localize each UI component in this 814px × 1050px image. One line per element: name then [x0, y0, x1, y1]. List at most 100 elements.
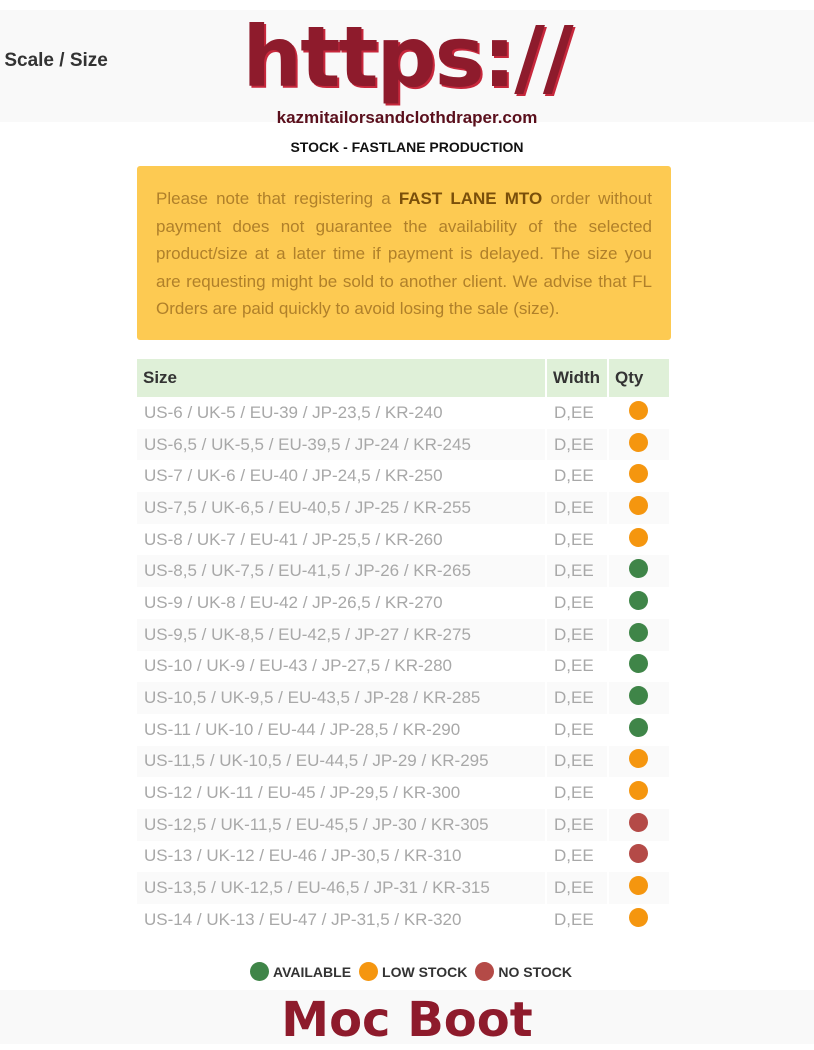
width-cell: D,EE	[546, 650, 609, 683]
width-cell: D,EE	[546, 777, 609, 809]
size-cell: US-12,5 / UK-11,5 / EU-45,5 / JP-30 / KR…	[137, 808, 547, 841]
qty-cell	[608, 428, 671, 461]
legend-dot	[250, 962, 269, 982]
qty-cell	[608, 492, 671, 524]
table-row: US-14 / UK-13 / EU-47 / JP-31,5 / KR-320…	[137, 904, 671, 936]
table-row: US-11 / UK-10 / EU-44 / JP-28,5 / KR-290…	[137, 713, 671, 746]
qty-cell	[608, 872, 671, 904]
size-cell: US-9,5 / UK-8,5 / EU-42,5 / JP-27 / KR-2…	[137, 618, 547, 651]
size-cell: US-9 / UK-8 / EU-42 / JP-26,5 / KR-270	[137, 587, 547, 619]
legend-label: NO STOCK	[498, 964, 572, 980]
qty-cell	[608, 523, 671, 556]
size-cell: US-11 / UK-10 / EU-44 / JP-28,5 / KR-290	[137, 713, 547, 746]
table-row: US-8 / UK-7 / EU-41 / JP-25,5 / KR-260 D,…	[137, 523, 671, 556]
size-cell: US-10,5 / UK-9,5 / EU-43,5 / JP-28 / KR-…	[137, 682, 547, 714]
table-header: Size Width Qty	[137, 359, 671, 397]
width-cell: D,EE	[546, 904, 609, 936]
table-row: US-12,5 / UK-11,5 / EU-45,5 / JP-30 / KR…	[137, 808, 671, 841]
stock-dot	[629, 812, 648, 832]
width-cell: D,EE	[546, 618, 609, 651]
column-header: Width	[546, 359, 609, 397]
domain[interactable]: kazmitailorsandclothdraper.com	[276, 108, 538, 127]
breadcrumb[interactable]: Last Scale / Size	[0, 50, 108, 71]
qty-cell	[608, 555, 671, 588]
stock-dot	[629, 559, 648, 579]
notice-text: order without payment does not guarantee…	[156, 189, 652, 318]
stock-dot	[629, 400, 648, 420]
qty-cell	[608, 713, 671, 746]
legend: AVAILABLE LOW STOCK NO STOCK	[0, 962, 814, 982]
width-cell: D,EE	[546, 745, 609, 778]
table-row: US-9,5 / UK-8,5 / EU-42,5 / JP-27 / KR-2…	[137, 618, 671, 651]
logo: https://	[242, 8, 573, 106]
qty-cell	[608, 587, 671, 619]
table-row: US-7,5 / UK-6,5 / EU-40,5 / JP-25 / KR-2…	[137, 492, 671, 524]
stock-dot	[629, 749, 648, 769]
qty-cell	[608, 650, 671, 683]
notice: Please note that registering a FAST LANE…	[137, 166, 671, 340]
size-cell: US-8,5 / UK-7,5 / EU-41,5 / JP-26 / KR-2…	[137, 555, 547, 588]
width-cell: D,EE	[546, 428, 609, 461]
table-row: US-6 / UK-5 / EU-39 / JP-23,5 / KR-240 D,…	[137, 397, 671, 429]
size-cell: US-6,5 / UK-5,5 / EU-39,5 / JP-24 / KR-2…	[137, 428, 547, 461]
column-header: Size	[137, 359, 547, 397]
qty-cell	[608, 840, 671, 873]
notice-bold: FAST LANE MTO	[398, 189, 543, 208]
stock-dot	[629, 590, 648, 610]
qty-cell	[608, 397, 671, 429]
stock-dot	[629, 844, 648, 864]
width-cell: D,EE	[546, 492, 609, 524]
width-cell: D,EE	[546, 555, 609, 588]
size-cell: US-8 / UK-7 / EU-41 / JP-25,5 / KR-260	[137, 523, 547, 556]
table-row: US-6,5 / UK-5,5 / EU-39,5 / JP-24 / KR-2…	[137, 428, 671, 461]
legend-label: LOW STOCK	[382, 964, 468, 980]
table-row: US-8,5 / UK-7,5 / EU-41,5 / JP-26 / KR-2…	[137, 555, 671, 588]
width-cell: D,EE	[546, 682, 609, 714]
stock-dot	[629, 654, 648, 674]
qty-cell	[608, 460, 671, 493]
brand: Moc Boot	[281, 992, 533, 1048]
size-cell: US-7,5 / UK-6,5 / EU-40,5 / JP-25 / KR-2…	[137, 492, 547, 524]
table-row: US-13,5 / UK-12,5 / EU-46,5 / JP-31 / KR…	[137, 872, 671, 904]
stock-dot	[629, 464, 648, 484]
stock-dot	[629, 907, 648, 927]
width-cell: D,EE	[546, 872, 609, 904]
width-cell: D,EE	[546, 397, 609, 429]
table-row: US-9 / UK-8 / EU-42 / JP-26,5 / KR-270 D,…	[137, 587, 671, 619]
table-row: US-13 / UK-12 / EU-46 / JP-30,5 / KR-310…	[137, 840, 671, 873]
width-cell: D,EE	[546, 840, 609, 873]
width-cell: D,EE	[546, 523, 609, 556]
qty-cell	[608, 904, 671, 936]
table-row: US-7 / UK-6 / EU-40 / JP-24,5 / KR-250 D,…	[137, 460, 671, 493]
qty-cell	[608, 745, 671, 778]
width-cell: D,EE	[546, 713, 609, 746]
stock-dot	[629, 432, 648, 452]
notice-text: Please note that registering a	[156, 189, 399, 208]
width-cell: D,EE	[546, 460, 609, 493]
stock-dot	[629, 876, 648, 896]
stock-dot	[629, 527, 648, 547]
width-cell: D,EE	[546, 587, 609, 619]
footer-band	[0, 990, 814, 1044]
qty-cell	[608, 777, 671, 809]
stock-dot	[629, 686, 648, 706]
header-band	[0, 10, 814, 122]
stock-dot	[629, 622, 648, 642]
size-cell: US-6 / UK-5 / EU-39 / JP-23,5 / KR-240	[137, 397, 547, 429]
size-cell: US-13 / UK-12 / EU-46 / JP-30,5 / KR-310	[137, 840, 547, 873]
qty-cell	[608, 618, 671, 651]
table-body: US-6 / UK-5 / EU-39 / JP-23,5 / KR-240 D,…	[137, 397, 671, 936]
qty-cell	[608, 808, 671, 841]
size-cell: US-7 / UK-6 / EU-40 / JP-24,5 / KR-250	[137, 460, 547, 493]
size-cell: US-10 / UK-9 / EU-43 / JP-27,5 / KR-280	[137, 650, 547, 683]
size-cell: US-13,5 / UK-12,5 / EU-46,5 / JP-31 / KR…	[137, 872, 547, 904]
stock-dot	[629, 781, 648, 801]
size-cell: US-14 / UK-13 / EU-47 / JP-31,5 / KR-320	[137, 904, 547, 936]
legend-label: AVAILABLE	[273, 964, 352, 980]
table-row: US-10 / UK-9 / EU-43 / JP-27,5 / KR-280 D…	[137, 650, 671, 683]
column-header: Qty	[608, 359, 671, 397]
size-cell: US-12 / UK-11 / EU-45 / JP-29,5 / KR-300	[137, 777, 547, 809]
table-row: US-11,5 / UK-10,5 / EU-44,5 / JP-29 / KR…	[137, 745, 671, 778]
table-row: US-10,5 / UK-9,5 / EU-43,5 / JP-28 / KR-…	[137, 682, 671, 714]
